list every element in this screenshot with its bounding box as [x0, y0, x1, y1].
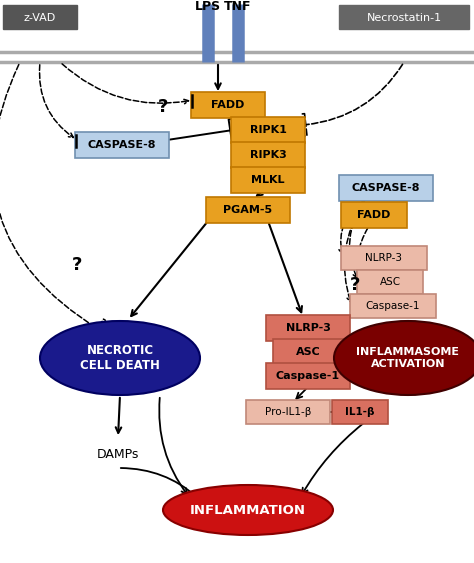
- Text: INFLAMMATION: INFLAMMATION: [190, 503, 306, 516]
- Text: FADD: FADD: [211, 100, 245, 110]
- FancyBboxPatch shape: [339, 175, 433, 201]
- Text: ?: ?: [350, 276, 360, 294]
- Text: RIPK3: RIPK3: [250, 150, 286, 160]
- Text: FADD: FADD: [357, 210, 391, 220]
- Text: NECROTIC
CELL DEATH: NECROTIC CELL DEATH: [80, 344, 160, 372]
- Text: Caspase-1: Caspase-1: [276, 371, 340, 381]
- Text: MLKL: MLKL: [251, 175, 285, 185]
- FancyBboxPatch shape: [231, 142, 305, 168]
- FancyBboxPatch shape: [273, 339, 343, 365]
- Text: ?: ?: [158, 98, 168, 116]
- Text: DAMPs: DAMPs: [97, 448, 139, 461]
- Ellipse shape: [163, 485, 333, 535]
- Text: CASPASE-8: CASPASE-8: [88, 140, 156, 150]
- FancyBboxPatch shape: [231, 117, 305, 143]
- FancyBboxPatch shape: [339, 5, 469, 29]
- Text: Pro-IL1-β: Pro-IL1-β: [265, 407, 311, 417]
- FancyBboxPatch shape: [332, 400, 388, 424]
- FancyBboxPatch shape: [231, 167, 305, 193]
- Text: LPS: LPS: [195, 0, 221, 13]
- FancyBboxPatch shape: [266, 315, 350, 341]
- Text: NLRP-3: NLRP-3: [365, 253, 402, 263]
- Text: Caspase-1: Caspase-1: [366, 301, 420, 311]
- Text: TNF: TNF: [224, 0, 252, 13]
- Ellipse shape: [334, 321, 474, 395]
- FancyBboxPatch shape: [191, 92, 265, 118]
- FancyBboxPatch shape: [341, 202, 407, 228]
- Text: CASPASE-8: CASPASE-8: [352, 183, 420, 193]
- FancyBboxPatch shape: [3, 5, 77, 29]
- Text: PGAM-5: PGAM-5: [223, 205, 273, 215]
- FancyBboxPatch shape: [341, 246, 427, 270]
- FancyBboxPatch shape: [206, 197, 290, 223]
- Text: Necrostatin-1: Necrostatin-1: [366, 13, 442, 23]
- FancyBboxPatch shape: [75, 132, 169, 158]
- Text: RIPK1: RIPK1: [250, 125, 286, 135]
- Text: INFLAMMASOME
ACTIVATION: INFLAMMASOME ACTIVATION: [356, 347, 459, 369]
- FancyBboxPatch shape: [357, 270, 423, 294]
- Text: ASC: ASC: [296, 347, 320, 357]
- Ellipse shape: [40, 321, 200, 395]
- FancyBboxPatch shape: [246, 400, 330, 424]
- Text: NLRP-3: NLRP-3: [285, 323, 330, 333]
- Text: ?: ?: [72, 256, 82, 274]
- Text: IL1-β: IL1-β: [345, 407, 375, 417]
- FancyBboxPatch shape: [266, 363, 350, 389]
- Text: ASC: ASC: [380, 277, 401, 287]
- FancyBboxPatch shape: [350, 294, 436, 318]
- Text: z-VAD: z-VAD: [24, 13, 56, 23]
